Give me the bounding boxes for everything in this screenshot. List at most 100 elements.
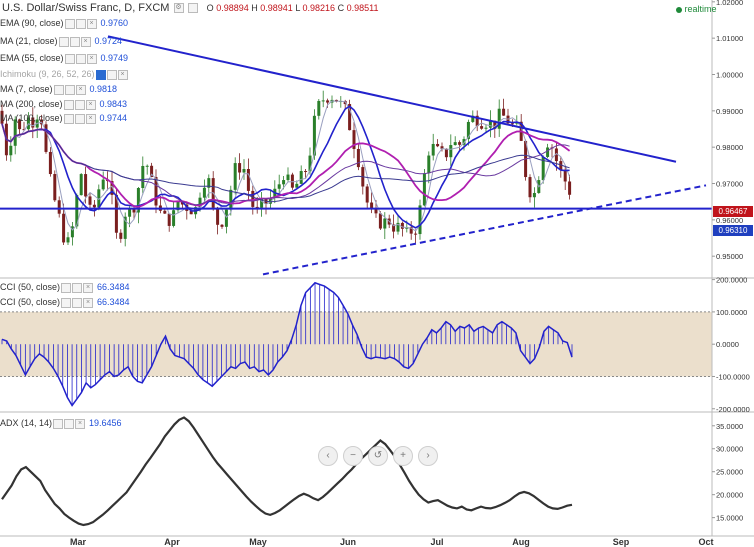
candle-body	[436, 143, 440, 147]
candle-body	[462, 139, 466, 145]
candle-body	[48, 151, 52, 175]
legend-ma200[interactable]: MA (200, close) × 0.9843	[0, 99, 128, 110]
candle-body	[554, 148, 558, 162]
candle-body	[383, 218, 387, 229]
scroll-left-button[interactable]: ‹	[318, 446, 338, 466]
gear-icon[interactable]	[75, 53, 86, 64]
gear-icon[interactable]	[74, 99, 85, 110]
price-tick-label: 0.98000	[716, 143, 743, 152]
gear-icon[interactable]	[72, 282, 83, 293]
candle-body	[75, 195, 79, 227]
candle-body	[502, 108, 506, 116]
candle-body	[198, 197, 202, 208]
candle-body	[422, 173, 426, 206]
candle-body	[282, 180, 286, 185]
realtime-indicator: realtime	[676, 4, 717, 14]
close-icon[interactable]: ×	[75, 84, 86, 95]
reset-button[interactable]: ↺	[368, 446, 388, 466]
gear-icon[interactable]	[69, 36, 80, 47]
legend-ma7[interactable]: MA (7, close) × 0.9818	[0, 84, 118, 95]
candle-body	[475, 115, 479, 127]
close-icon[interactable]: ×	[85, 99, 96, 110]
legend-ichimoku[interactable]: Ichimoku (9, 26, 52, 26) ×	[0, 69, 128, 80]
candle-body	[396, 222, 400, 232]
price-tick-label: 100.0000	[716, 308, 747, 317]
candle-body	[189, 210, 193, 215]
gear-icon[interactable]	[75, 18, 86, 29]
price-tick-label: 1.01000	[716, 34, 743, 43]
candle-body	[277, 184, 281, 189]
legend-ma21[interactable]: MA (21, close) × 0.9724	[0, 36, 123, 47]
low-value: 0.98216	[302, 3, 336, 13]
candle-body	[255, 206, 259, 208]
candle-body	[31, 117, 35, 128]
eye-icon[interactable]	[64, 53, 75, 64]
close-icon[interactable]: ×	[85, 113, 96, 124]
gear-icon[interactable]	[106, 69, 117, 80]
eye-icon[interactable]	[53, 418, 64, 429]
price-tick-label: 35.0000	[716, 422, 743, 431]
candle-body	[154, 177, 158, 206]
candle-body	[251, 190, 255, 207]
open-value: 0.98894	[216, 3, 249, 13]
candle-body	[563, 169, 567, 182]
trendlines	[0, 35, 712, 276]
chevron-left-icon: ‹	[326, 450, 330, 461]
eye-icon[interactable]	[64, 18, 75, 29]
close-icon[interactable]: ×	[117, 69, 128, 80]
candle-body	[101, 179, 105, 190]
gear-icon[interactable]	[74, 113, 85, 124]
candle-body	[180, 201, 184, 205]
candle-body	[348, 104, 352, 131]
zoom-in-button[interactable]: +	[393, 446, 413, 466]
eye-icon[interactable]	[58, 36, 69, 47]
close-icon[interactable]: ×	[83, 297, 94, 308]
eye-icon[interactable]	[63, 99, 74, 110]
candle-body	[216, 207, 220, 225]
gear-icon[interactable]	[72, 297, 83, 308]
price-tick-label: 0.95000	[716, 252, 743, 261]
legend-ema90[interactable]: EMA (90, close) × 0.9760	[0, 18, 129, 29]
close-icon[interactable]: ×	[83, 282, 94, 293]
scroll-right-button[interactable]: ›	[418, 446, 438, 466]
settings-icon[interactable]: ⚙	[173, 3, 184, 14]
time-tick-label: Jul	[430, 537, 443, 547]
candle-body	[229, 189, 233, 210]
high-value: 0.98941	[260, 3, 293, 13]
legend-ma100[interactable]: MA (100, close) × 0.9744	[0, 113, 128, 124]
legend-cci-2[interactable]: CCI (50, close) × 66.3484	[0, 297, 130, 308]
eye-icon[interactable]	[53, 84, 64, 95]
zoom-out-button[interactable]: −	[343, 446, 363, 466]
legend-adx[interactable]: ADX (14, 14) × 19.6456	[0, 418, 122, 429]
candle-body	[427, 155, 431, 174]
eye-icon[interactable]	[61, 297, 72, 308]
candle-body	[480, 126, 484, 129]
legend-ema55[interactable]: EMA (55, close) × 0.9749	[0, 53, 129, 64]
gear-icon[interactable]	[64, 418, 75, 429]
eye-icon[interactable]	[95, 69, 106, 80]
candle-body	[286, 174, 290, 181]
price-tick-label: 200.0000	[716, 276, 747, 285]
close-icon[interactable]: ×	[86, 53, 97, 64]
close-icon[interactable]: ×	[75, 418, 86, 429]
symbol-title: U.S. Dollar/Swiss Franc, D, FXCM	[2, 2, 170, 14]
candle-body	[568, 181, 572, 195]
ema55-line	[1, 123, 571, 208]
gear-icon[interactable]	[64, 84, 75, 95]
candle-body	[431, 143, 435, 156]
candle-body	[242, 168, 246, 173]
eye-icon[interactable]	[63, 113, 74, 124]
eye-icon[interactable]	[61, 282, 72, 293]
hide-icon[interactable]	[187, 3, 198, 14]
cci-band	[0, 311, 712, 377]
legend-cci-1[interactable]: CCI (50, close) × 66.3484	[0, 282, 130, 293]
candle-body	[418, 205, 422, 235]
candle-body	[84, 174, 88, 197]
candle-body	[132, 209, 136, 213]
price-tick-label: 25.0000	[716, 468, 743, 477]
candle-body	[79, 174, 83, 196]
close-icon[interactable]: ×	[80, 36, 91, 47]
close-icon[interactable]: ×	[86, 18, 97, 29]
candle-body	[510, 123, 514, 125]
